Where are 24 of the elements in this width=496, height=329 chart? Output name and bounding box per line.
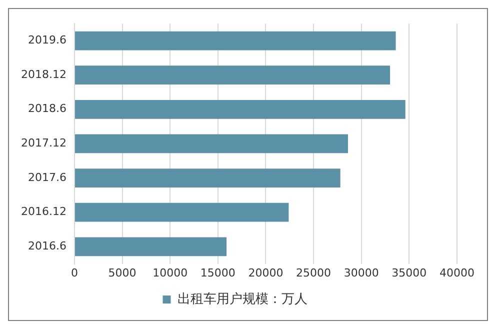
bar — [74, 237, 227, 256]
y-tick-label: 2018.6 — [28, 102, 66, 116]
y-tick-label: 2016.12 — [20, 205, 66, 218]
x-tick-label: 40000 — [440, 266, 474, 280]
x-tick-label: 10000 — [152, 266, 188, 280]
bar — [74, 66, 390, 85]
x-tick-label: 0 — [70, 266, 78, 280]
bar — [74, 168, 340, 188]
bar — [74, 100, 406, 119]
bar — [74, 31, 396, 50]
legend-label: 出租车用户规模：万人 — [177, 292, 308, 307]
y-tick-label: 2019.6 — [28, 34, 66, 47]
x-tick-label: 30000 — [344, 266, 379, 280]
y-tick-label: 2017.12 — [20, 136, 66, 150]
x-tick-label: 25000 — [296, 266, 332, 280]
bar — [74, 134, 348, 154]
y-tick-label: 2016.6 — [28, 240, 66, 252]
x-tick-label: 5000 — [108, 266, 136, 280]
x-tick-label: 15000 — [200, 266, 236, 280]
x-tick-label: 20000 — [248, 266, 284, 280]
y-tick-label: 2017.6 — [28, 170, 66, 184]
bar — [74, 202, 289, 222]
x-tick-label: 35000 — [392, 266, 427, 280]
y-tick-label: 2018.12 — [20, 68, 66, 81]
